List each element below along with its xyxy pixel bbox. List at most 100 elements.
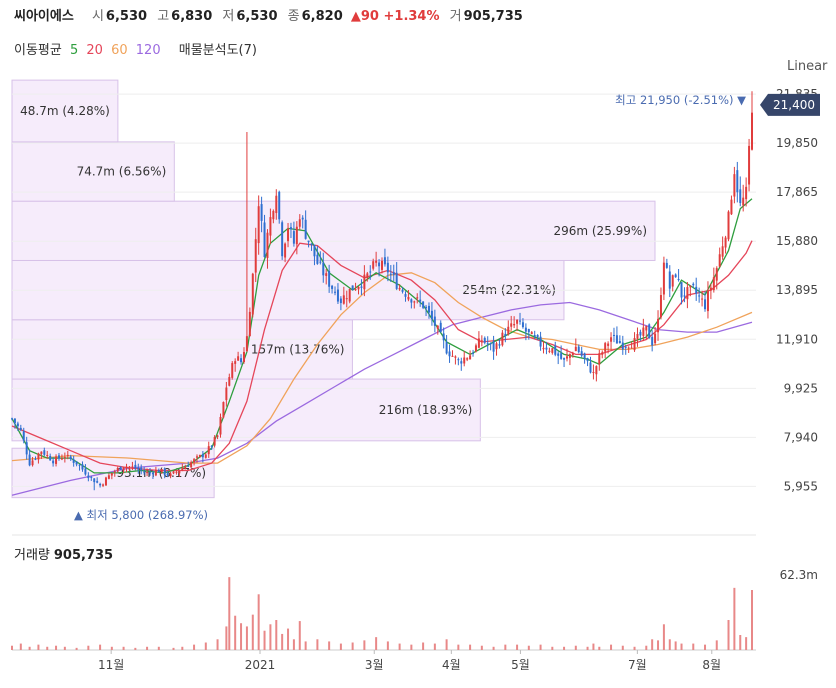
low-value: 6,530 xyxy=(236,9,278,24)
candle-body xyxy=(378,262,381,267)
candle-body xyxy=(60,458,63,460)
candle-body xyxy=(52,460,55,464)
volume-bar xyxy=(122,646,125,650)
candle-body xyxy=(574,346,577,352)
candle-body xyxy=(410,299,413,303)
high-value: 6,830 xyxy=(171,9,213,24)
volume-bar xyxy=(539,644,542,650)
close-value: 6,820 xyxy=(301,9,343,24)
candle-body xyxy=(75,461,78,465)
candle-body xyxy=(375,260,378,263)
candle-body xyxy=(589,362,592,373)
last-price-label: 21,400 xyxy=(773,98,815,112)
candle-body xyxy=(510,323,513,327)
candle-body xyxy=(654,333,657,344)
candle-body xyxy=(433,316,436,326)
ma120-toggle[interactable]: 120 xyxy=(135,43,161,58)
candle-body xyxy=(463,357,466,364)
candle-body xyxy=(196,456,198,458)
volume-bar xyxy=(11,645,13,650)
volume-bar xyxy=(204,642,207,650)
candle-body xyxy=(225,387,228,401)
candle-body xyxy=(146,472,149,474)
ma120-line xyxy=(11,301,753,496)
candle-body xyxy=(727,211,730,240)
volume-bar xyxy=(37,644,40,650)
ma60-toggle[interactable]: 60 xyxy=(111,43,128,58)
candle-body xyxy=(72,459,75,463)
high-label: 고 xyxy=(157,9,170,24)
y-tick-label: 19,850 xyxy=(776,136,818,150)
ma5-toggle[interactable]: 5 xyxy=(69,43,79,58)
volume-profile-toggle[interactable]: 매물분석도(7) xyxy=(178,43,257,58)
volume-bar xyxy=(19,643,22,650)
x-tick-label: 3월 xyxy=(365,658,384,672)
volume-bar xyxy=(55,645,58,650)
y-tick-label: 11,910 xyxy=(776,332,818,346)
candle-body xyxy=(157,470,160,473)
volume-bar xyxy=(257,594,260,650)
candle-body xyxy=(545,347,548,350)
candle-body xyxy=(554,345,557,355)
volume-bar xyxy=(704,644,707,650)
candle-body xyxy=(313,244,316,257)
volume-profile-bar xyxy=(11,200,656,261)
volume-bar xyxy=(715,640,718,650)
volume-bar xyxy=(225,626,228,650)
candle-body xyxy=(751,112,753,150)
candle-body xyxy=(630,347,633,349)
candle-body xyxy=(472,352,475,354)
candle-body xyxy=(372,261,375,269)
volume-profile-bar xyxy=(11,378,481,442)
moving-average-legend[interactable]: 이동평균 5 20 60 120 매물분석도(7) xyxy=(14,39,261,58)
candle-body xyxy=(46,455,49,457)
volume-bar xyxy=(651,639,654,650)
volume-bar xyxy=(339,643,342,650)
volume-bar xyxy=(598,646,601,650)
volume-bar xyxy=(87,645,90,650)
candle-body xyxy=(242,351,245,363)
candle-body xyxy=(401,289,404,292)
volume-bar xyxy=(181,646,184,650)
candle-body xyxy=(40,451,43,455)
volume-bar xyxy=(692,643,695,650)
candle-body xyxy=(668,271,671,289)
candle-body xyxy=(301,217,304,220)
candle-body xyxy=(601,352,604,355)
volume-bar xyxy=(668,639,671,650)
volume-bar xyxy=(134,647,137,650)
candle-body xyxy=(680,282,683,298)
candle-body xyxy=(322,262,325,276)
candle-body xyxy=(557,353,560,356)
candle-body xyxy=(55,456,58,464)
candle-body xyxy=(733,174,736,197)
volume-profile-bar xyxy=(11,319,353,380)
volume-axis-tick: 62.3m xyxy=(780,568,818,582)
volume-bar xyxy=(733,587,736,650)
candle-body xyxy=(216,435,219,437)
candle-body xyxy=(624,346,627,348)
candle-body xyxy=(342,295,345,304)
x-tick-label: 2021 xyxy=(245,658,276,672)
candle-body xyxy=(13,418,16,424)
scale-toggle[interactable]: Linear xyxy=(787,59,827,74)
candle-body xyxy=(278,191,281,220)
ma20-toggle[interactable]: 20 xyxy=(86,43,103,58)
candle-body xyxy=(516,320,519,324)
volume-bar xyxy=(281,633,284,650)
candle-body xyxy=(551,348,554,353)
last-price-badge xyxy=(760,93,820,116)
candle-body xyxy=(595,366,598,375)
candle-body xyxy=(633,338,636,351)
candle-body xyxy=(310,243,313,246)
volume-profile-label: 296m (25.99%) xyxy=(553,224,647,238)
candle-body xyxy=(521,322,524,328)
candle-body xyxy=(248,311,251,337)
candle-body xyxy=(419,299,422,302)
candle-body xyxy=(460,361,463,364)
volume-bar xyxy=(172,647,175,650)
candle-body xyxy=(210,445,213,447)
candle-body xyxy=(363,274,366,290)
candle-body xyxy=(137,467,140,470)
